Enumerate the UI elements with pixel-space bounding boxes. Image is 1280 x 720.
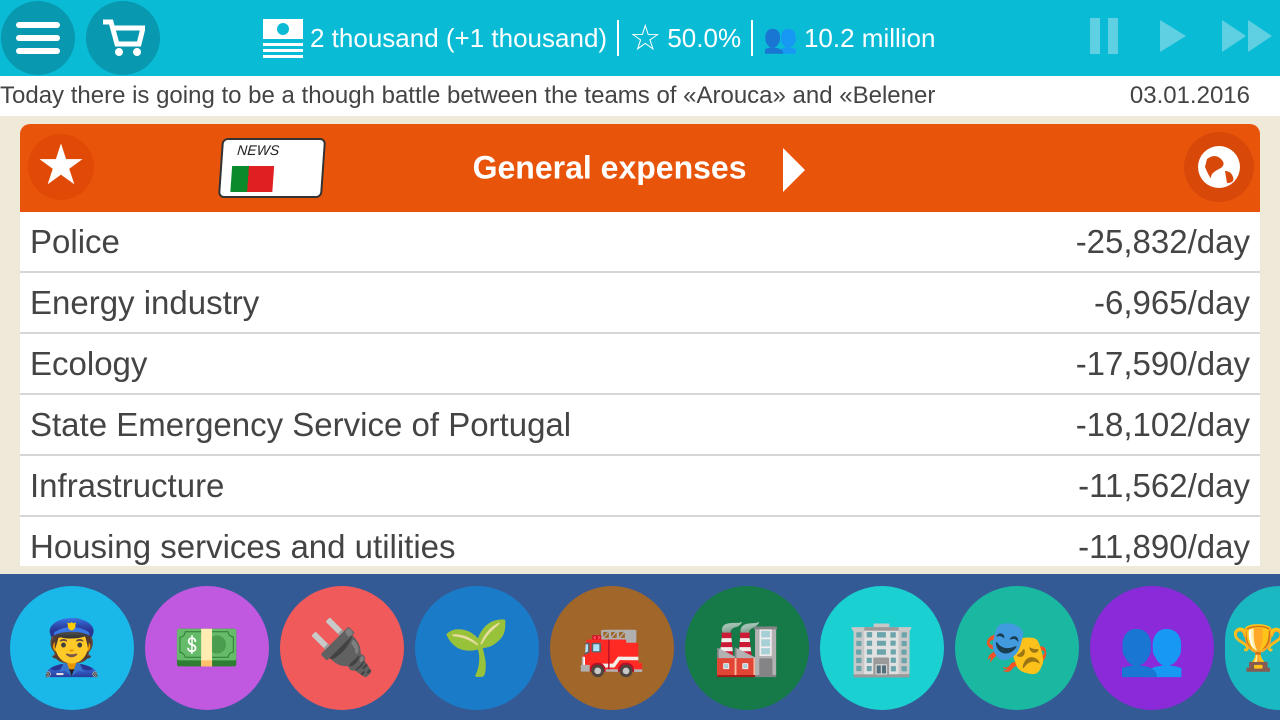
- globe-icon: [1198, 146, 1240, 188]
- category-ecology-sprout-button[interactable]: 🌱: [415, 586, 539, 710]
- expense-label: Police: [30, 222, 120, 260]
- category-trophy-button[interactable]: 🏆: [1225, 586, 1280, 710]
- top-bar: 2 thousand (+1 thousand) ☆ 50.0% 👥 10.2 …: [0, 0, 1280, 76]
- category-finance-button[interactable]: 💵: [145, 586, 269, 710]
- category-energy-plug-button[interactable]: 🔌: [280, 586, 404, 710]
- police-icon: 👮: [38, 617, 106, 678]
- panel-title: General expenses: [472, 149, 747, 186]
- category-bar: 👮 💵 🔌 🌱 🚒 🏭 🏢 🎭 👥 🏆: [0, 574, 1280, 720]
- population-value: 10.2 million: [803, 22, 936, 53]
- play-button[interactable]: [1158, 18, 1188, 63]
- next-arrow-icon[interactable]: [781, 148, 807, 192]
- game-date: 03.01.2016: [1099, 76, 1250, 116]
- expense-row[interactable]: Housing services and utilities -11,890/da…: [20, 517, 1260, 566]
- category-theater-button[interactable]: 🎭: [955, 586, 1079, 710]
- hamburger-icon: [16, 22, 60, 54]
- pause-icon: [1090, 18, 1118, 54]
- ticker-text: Today there is going to be a though batt…: [0, 82, 936, 109]
- shop-button[interactable]: [86, 1, 160, 75]
- expense-row[interactable]: State Emergency Service of Portugal -18,1…: [20, 395, 1260, 456]
- star-icon: ★: [35, 133, 87, 196]
- rating-value: 50.0%: [667, 22, 742, 53]
- play-icon: [1160, 20, 1186, 52]
- pause-button[interactable]: [1088, 18, 1120, 63]
- expense-row[interactable]: Ecology -17,590/day: [20, 334, 1260, 395]
- world-button[interactable]: [1184, 132, 1254, 202]
- fast-forward-icon: [1222, 20, 1272, 52]
- ecology-sprout-icon: 🌱: [443, 617, 511, 678]
- category-police-button[interactable]: 👮: [10, 586, 134, 710]
- expense-row[interactable]: Infrastructure -11,562/day: [20, 456, 1260, 517]
- finance-icon: 💵: [173, 617, 241, 678]
- category-factory-button[interactable]: 🏭: [685, 586, 809, 710]
- category-fire-station-button[interactable]: 🚒: [550, 586, 674, 710]
- panel-header: ★ NEWS General expenses: [20, 124, 1260, 212]
- expense-label: Energy industry: [30, 283, 260, 321]
- money-value: 2 thousand (+1 thousand): [310, 22, 608, 53]
- energy-plug-icon: 🔌: [308, 617, 376, 678]
- expense-value: -11,562/day: [1078, 466, 1250, 504]
- star-icon: ☆: [629, 17, 662, 58]
- theater-icon: 🎭: [983, 617, 1051, 678]
- factory-icon: 🏭: [713, 617, 781, 678]
- category-people-button[interactable]: 👥: [1090, 586, 1214, 710]
- favorite-button[interactable]: ★: [28, 134, 94, 200]
- expense-value: -6,965/day: [1094, 283, 1250, 321]
- expense-label: State Emergency Service of Portugal: [30, 405, 572, 443]
- money-icon: [263, 19, 303, 58]
- category-housing-building-button[interactable]: 🏢: [820, 586, 944, 710]
- expenses-panel: ★ NEWS General expenses Police -25,832/da…: [20, 124, 1260, 566]
- news-ticker: Today there is going to be a though batt…: [0, 76, 1280, 116]
- expense-label: Ecology: [30, 344, 148, 382]
- fire-station-icon: 🚒: [578, 617, 646, 678]
- fast-forward-button[interactable]: [1222, 18, 1274, 63]
- cart-icon: [103, 19, 145, 56]
- trophy-icon: 🏆: [1231, 624, 1280, 673]
- population-icon: 👥: [763, 22, 798, 54]
- expense-value: -18,102/day: [1075, 405, 1250, 443]
- expense-value: -11,890/day: [1078, 527, 1250, 565]
- expense-label: Infrastructure: [30, 466, 225, 504]
- expense-label: Housing services and utilities: [30, 527, 456, 565]
- housing-building-icon: 🏢: [848, 617, 916, 678]
- people-icon: 👥: [1118, 617, 1186, 678]
- expense-value: -25,832/day: [1075, 222, 1250, 260]
- menu-button[interactable]: [1, 1, 75, 75]
- expense-row[interactable]: Police -25,832/day: [20, 212, 1260, 273]
- expense-value: -17,590/day: [1075, 344, 1250, 382]
- expense-row[interactable]: Energy industry -6,965/day: [20, 273, 1260, 334]
